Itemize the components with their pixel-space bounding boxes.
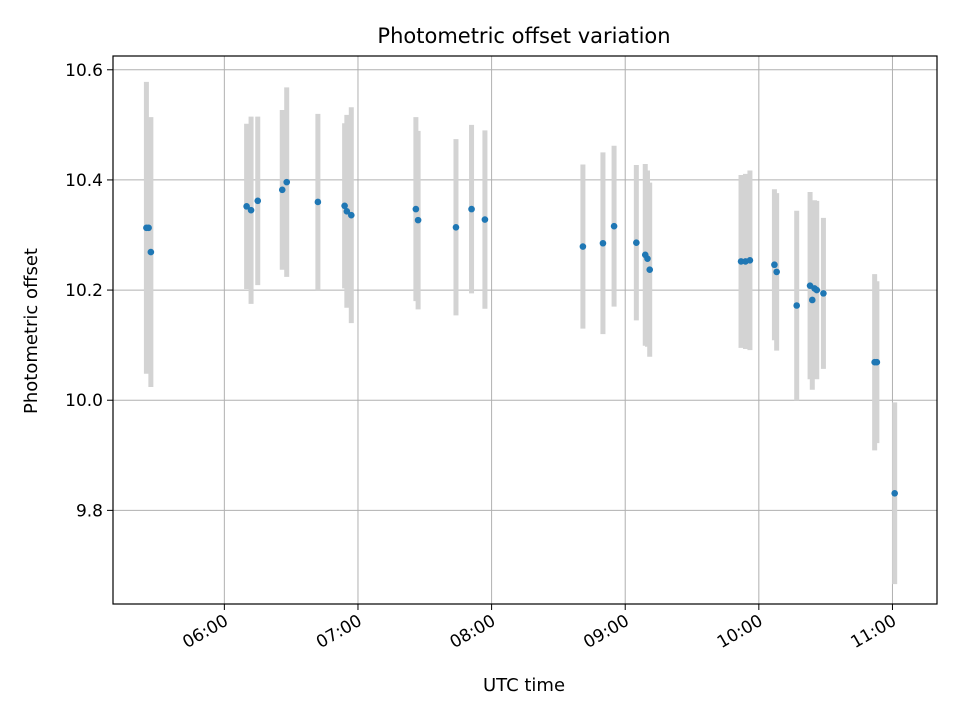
data-point [343,208,351,215]
data-point [610,222,618,230]
data-point [808,296,816,304]
data-point [746,257,754,264]
y-axis-label: Photometric offset [21,248,42,414]
data-point [771,261,778,269]
data-points [143,178,898,497]
data-point [347,211,355,219]
data-point [599,239,607,247]
axes-frame [112,55,938,605]
data-point [644,255,651,262]
data-point [147,248,155,256]
y-tick-label: 10.0 [65,391,103,411]
x-axis-label: UTC time [483,675,565,696]
data-point [341,202,348,210]
data-point [452,223,460,231]
chart-title: Photometric offset variation [377,24,670,48]
y-tick-label: 9.8 [76,501,103,521]
data-point [646,266,654,273]
data-point [283,178,291,186]
data-point [891,489,898,497]
data-point [468,205,475,213]
data-point [773,268,780,276]
data-point [481,216,489,223]
data-point [254,197,262,205]
data-point [813,286,821,294]
data-point [278,186,286,194]
data-point [793,302,800,309]
data-point [633,239,640,247]
y-tick-label: 10.6 [65,61,103,81]
data-point [243,203,250,210]
data-point [247,206,255,214]
data-point [579,243,587,250]
y-tick-label: 10.4 [65,171,103,191]
data-point [820,290,827,297]
data-point [873,358,881,366]
data-point [412,205,420,213]
data-point [414,216,422,224]
data-point [145,224,152,232]
data-point [314,198,322,206]
y-axis-ticks: 9.8 10.0 10.2 10.4 10.6 [65,61,113,521]
y-tick-label: 10.2 [65,281,103,301]
